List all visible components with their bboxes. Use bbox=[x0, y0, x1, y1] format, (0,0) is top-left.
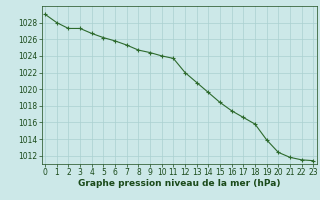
X-axis label: Graphe pression niveau de la mer (hPa): Graphe pression niveau de la mer (hPa) bbox=[78, 179, 280, 188]
